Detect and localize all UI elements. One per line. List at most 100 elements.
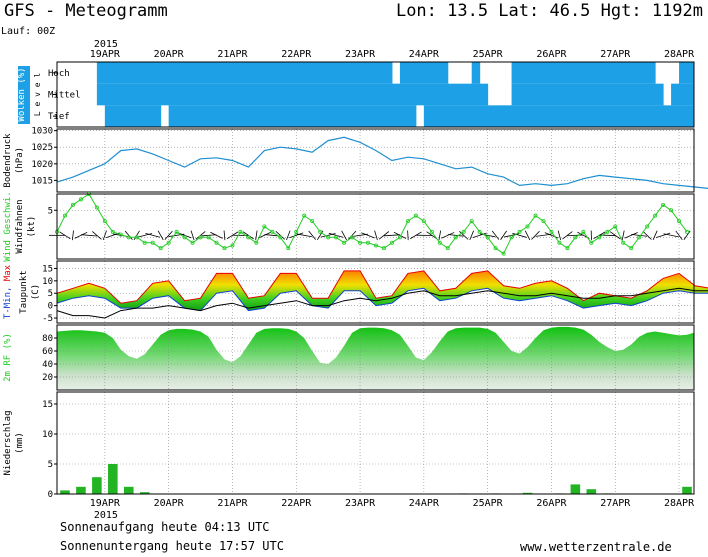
- date-label-bottom: 19APR: [90, 498, 121, 509]
- cloud-cell: [105, 105, 113, 127]
- cloud-cell: [559, 105, 567, 127]
- cloud-cell: [344, 84, 352, 106]
- cloud-cell: [631, 105, 639, 127]
- date-label-bottom: 23APR: [345, 498, 376, 509]
- cloud-cell: [376, 84, 384, 106]
- cloud-cell: [177, 105, 185, 127]
- wind-barb: [656, 233, 670, 238]
- cloud-cell: [280, 62, 288, 84]
- wind-barb: [470, 231, 474, 240]
- cloud-cell: [416, 62, 424, 84]
- tmin-legend: T-Min,: [3, 281, 13, 319]
- cloud-cell: [607, 84, 615, 106]
- wind-barb: [81, 235, 97, 236]
- wind-barb: [309, 231, 316, 240]
- cloud-cell: [504, 105, 512, 127]
- cloud-cell: [615, 84, 623, 106]
- cloud-cell: [344, 62, 352, 84]
- cloud-cell: [408, 62, 416, 84]
- cloud-cell: [344, 105, 352, 127]
- cloud-cell: [520, 105, 528, 127]
- cloud-cell: [97, 84, 105, 106]
- cloud-cell: [631, 84, 639, 106]
- cloud-cell: [153, 105, 161, 127]
- wind-barb: [297, 234, 312, 237]
- cloud-cell: [384, 105, 392, 127]
- cloud-cell: [336, 84, 344, 106]
- hum-ytick-label: 60: [42, 347, 53, 357]
- cloud-cell: [663, 105, 671, 127]
- cloud-cell: [248, 105, 256, 127]
- cloud-cell: [153, 84, 161, 106]
- hum-ylabel: 2m RF (%): [3, 333, 13, 382]
- cloud-cell: [240, 105, 248, 127]
- cloud-cell: [248, 62, 256, 84]
- date-label-top: 27APR: [600, 49, 631, 60]
- pressure-ytick-label: 1030: [31, 127, 53, 137]
- cloud-cell: [631, 62, 639, 84]
- wind-barb: [165, 231, 173, 239]
- cloud-cell: [440, 62, 448, 84]
- cloud-cell: [264, 62, 272, 84]
- cloud-cell: [272, 84, 280, 106]
- wind-barb: [158, 231, 163, 240]
- wind-barb: [92, 231, 101, 239]
- wind-barb: [103, 231, 106, 240]
- cloud-cell: [121, 84, 129, 106]
- cloud-cell: [185, 62, 193, 84]
- prec-frame: [57, 392, 694, 494]
- precip-bar: [108, 464, 118, 494]
- cloud-cell: [169, 105, 177, 127]
- cloud-cell: [583, 105, 591, 127]
- wind-barb: [492, 231, 499, 240]
- wind-line: [57, 194, 687, 254]
- cloud-cell: [559, 84, 567, 106]
- cloud-cell: [599, 84, 607, 106]
- wind-ylabel: Windfahnen: [15, 199, 25, 253]
- wind-barb: [72, 231, 73, 241]
- cloud-cell: [328, 62, 336, 84]
- prec-ytick-label: 15: [42, 400, 53, 410]
- cloud-cell: [687, 62, 694, 84]
- cloud-cell: [217, 105, 225, 127]
- cloud-cell: [591, 105, 599, 127]
- cloud-cell: [567, 105, 575, 127]
- cloud-cell: [512, 105, 520, 127]
- cloud-cell: [591, 84, 599, 106]
- website-link[interactable]: www.wetterzentrale.de: [520, 540, 672, 554]
- wind-point: [685, 230, 688, 233]
- cloud-cell: [432, 84, 440, 106]
- temp-ylabel-legend: T-Min, Max: [3, 264, 13, 319]
- temp-ytick-label: 5: [48, 289, 53, 299]
- cloud-cell: [551, 84, 559, 106]
- cloud-cell: [623, 62, 631, 84]
- cloud-cell: [296, 105, 304, 127]
- cloud-cell: [328, 105, 336, 127]
- cloud-cell: [185, 84, 193, 106]
- cloud-cell: [623, 84, 631, 106]
- cloud-cell: [567, 62, 575, 84]
- cloud-cell: [224, 84, 232, 106]
- cloud-cell: [209, 105, 217, 127]
- cloud-cell: [256, 84, 264, 106]
- cloud-cell: [264, 105, 272, 127]
- cloud-cell: [280, 84, 288, 106]
- cloud-cell: [193, 62, 201, 84]
- cloud-cell: [392, 105, 400, 127]
- date-label-bottom: 28APR: [664, 498, 695, 509]
- cloud-cell: [288, 105, 296, 127]
- pressure-line: [57, 137, 708, 188]
- wind-ylabel: (kt): [27, 216, 37, 238]
- cloud-cell: [512, 84, 520, 106]
- cloud-cell: [639, 84, 647, 106]
- cloud-cell: [575, 105, 583, 127]
- cloud-cell: [97, 62, 105, 84]
- cloud-cell: [209, 84, 217, 106]
- cloud-cell: [464, 84, 472, 106]
- cloud-cell: [528, 84, 536, 106]
- cloud-cell: [217, 84, 225, 106]
- cloud-cell: [528, 105, 536, 127]
- cloud-cell: [432, 105, 440, 127]
- date-label-bottom: 24APR: [409, 498, 440, 509]
- cloud-cell: [201, 84, 209, 106]
